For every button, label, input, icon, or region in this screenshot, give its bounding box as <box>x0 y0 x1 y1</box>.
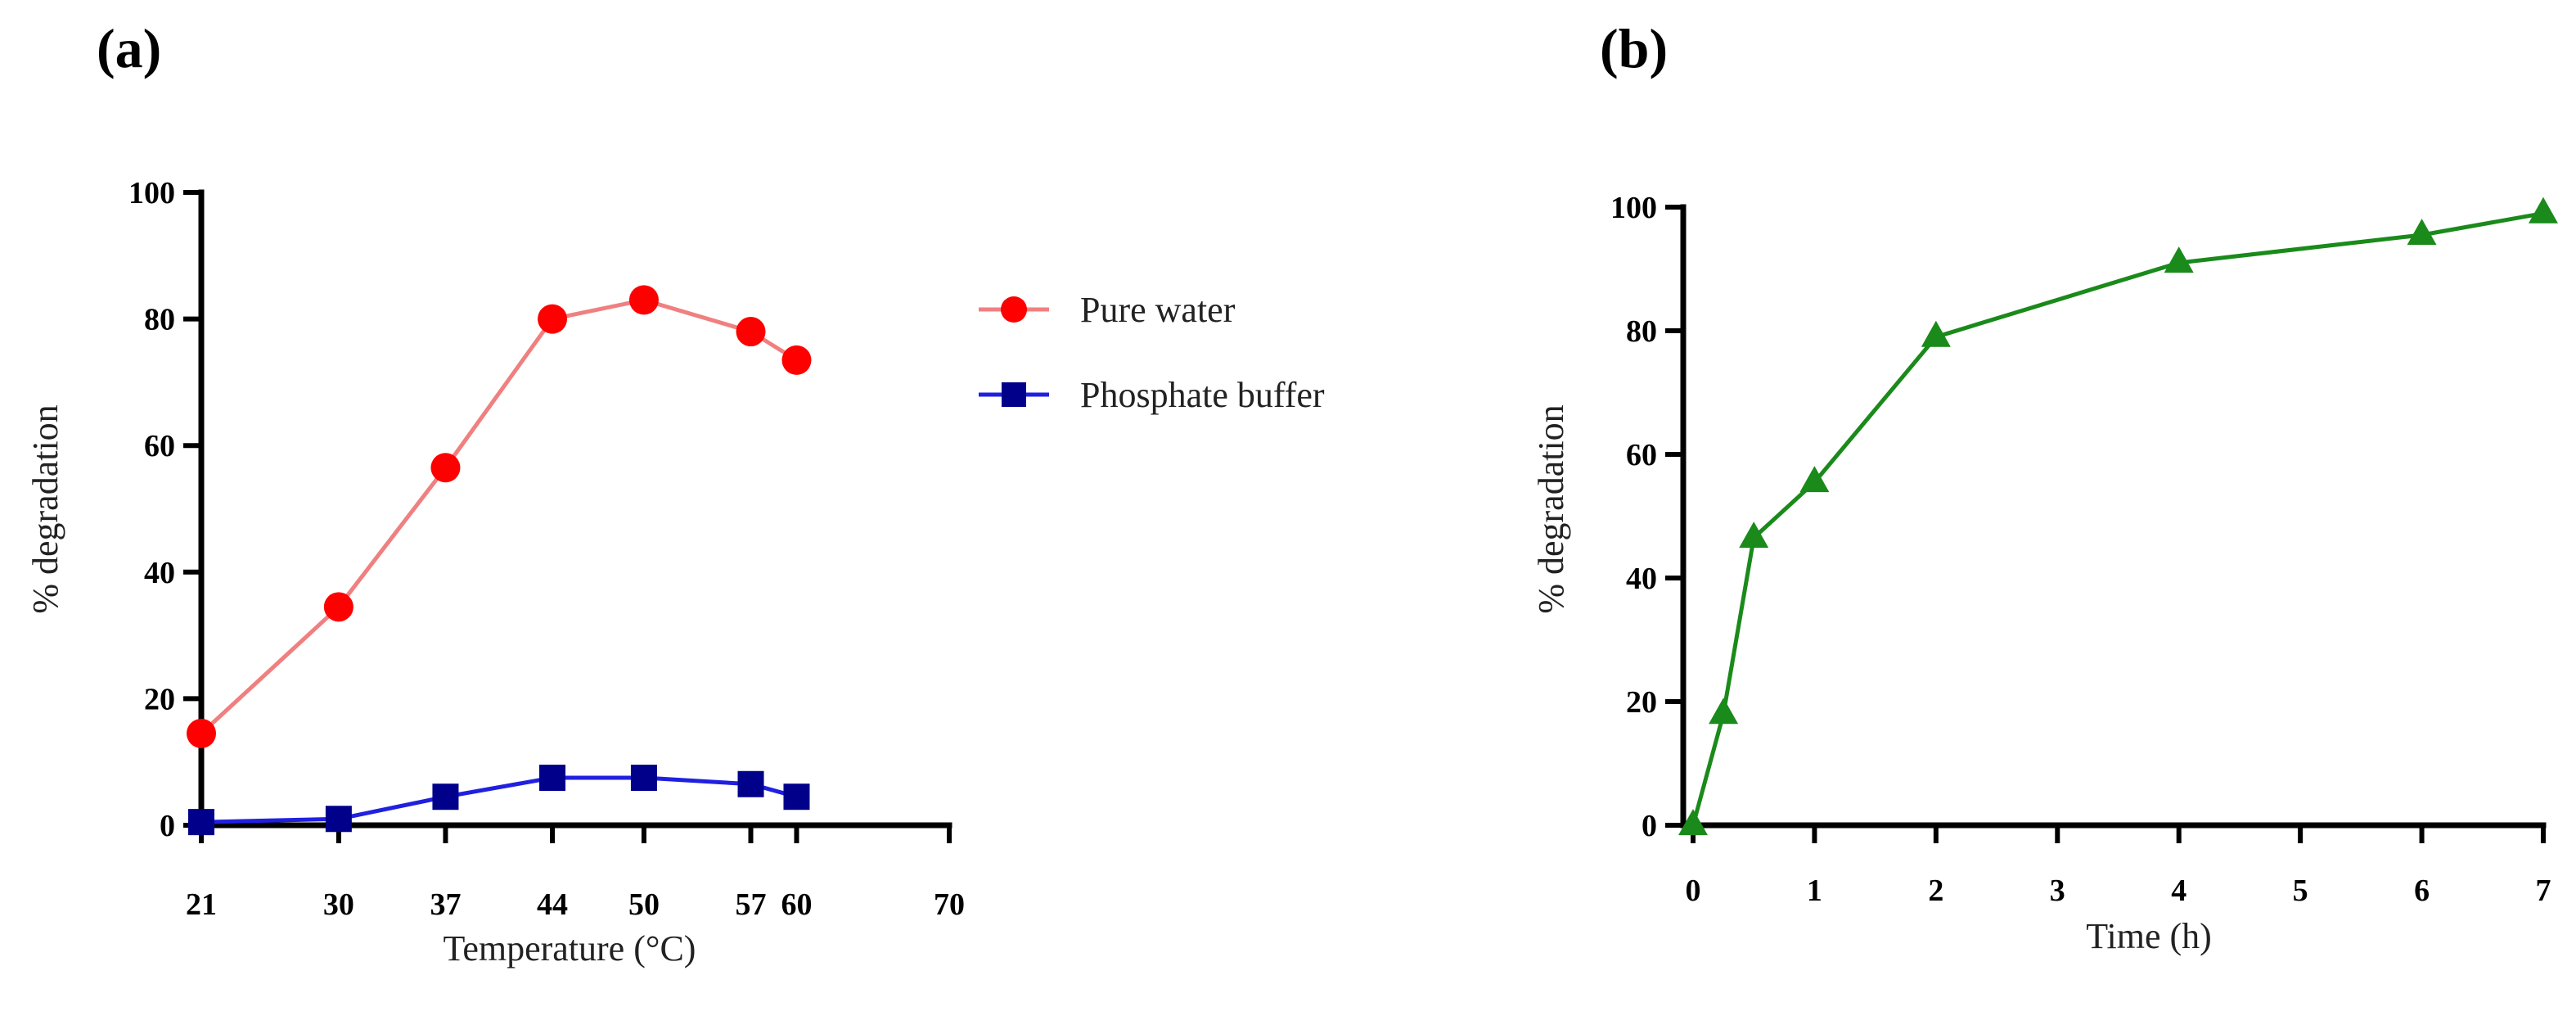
panel-b-ticks: 0 20 40 60 80 100 0 1 2 3 4 5 6 7 <box>1610 191 2551 908</box>
panel-b-x-tick-label: 3 <box>2050 874 2065 908</box>
data-point-phosphate-buffer <box>737 770 764 797</box>
panel-b-x-tick-label: 1 <box>1807 874 1822 908</box>
panel-b-x-tick-label: 4 <box>2171 874 2186 908</box>
panel-a-series <box>187 285 812 836</box>
data-point-pure-water <box>781 345 812 375</box>
panel-a-x-tick-label: 57 <box>736 887 767 922</box>
data-point-pure-water <box>736 317 766 347</box>
panel-b-x-tick-label: 2 <box>1928 874 1943 908</box>
panel-a-x-tick-label: 70 <box>934 887 965 922</box>
data-point-pure-water <box>323 592 354 622</box>
panel-a-x-tick-label: 44 <box>537 887 568 922</box>
legend-pure-water-marker <box>1001 296 1027 323</box>
panel-a-y-tick-label: 40 <box>144 556 175 590</box>
data-point-pure-water <box>430 453 461 483</box>
panel-b-y-tick-label: 0 <box>1642 809 1657 843</box>
data-point-degradation <box>1799 466 1830 493</box>
panel-a-y-tick-label: 20 <box>144 682 175 716</box>
data-point-phosphate-buffer <box>325 806 352 833</box>
data-point-degradation <box>1921 320 1951 347</box>
panel-a-label: (a) <box>97 17 161 79</box>
panel-a-y-tick-label: 60 <box>144 429 175 463</box>
panel-a-x-tick-label: 30 <box>323 887 354 922</box>
data-point-phosphate-buffer <box>630 765 657 792</box>
legend-phosphate-buffer-marker <box>1002 382 1026 407</box>
data-point-degradation <box>1739 522 1769 549</box>
series-line-pure-water <box>200 297 798 735</box>
data-point-pure-water <box>628 285 659 315</box>
data-point-degradation <box>1709 698 1739 725</box>
panel-a-axes <box>198 189 952 829</box>
panel-a-y-tick-label: 100 <box>128 176 175 210</box>
panel-b-axes <box>1680 204 2547 829</box>
legend-pure-water-label: Pure water <box>1080 290 1236 330</box>
panel-b-x-tick-label: 7 <box>2536 874 2551 908</box>
panel-a-x-tick-label: 50 <box>628 887 660 922</box>
panel-b-x-tick-label: 5 <box>2293 874 2308 908</box>
data-point-degradation <box>1678 809 1708 836</box>
data-point-pure-water <box>187 718 216 748</box>
panel-b-y-tick-label: 40 <box>1626 562 1657 596</box>
panel-b-label: (b) <box>1600 17 1668 79</box>
data-point-degradation <box>2529 196 2558 224</box>
data-point-phosphate-buffer <box>539 765 566 792</box>
series-line-phosphate-buffer <box>200 775 798 824</box>
data-point-degradation <box>2164 246 2194 273</box>
panel-b-y-tick-label: 100 <box>1610 191 1657 225</box>
series-line-degradation <box>1691 211 2544 826</box>
panel-b-x-tick-label: 6 <box>2414 874 2430 908</box>
data-point-phosphate-buffer <box>783 783 810 811</box>
panel-a-x-tick-label: 60 <box>781 887 812 922</box>
panel-a-y-tick-label: 0 <box>160 809 175 843</box>
panel-a-chart: (a) 0 20 40 60 80 100 21 30 37 44 50 57 60 70 Tempera… <box>25 17 1325 969</box>
panel-b-x-tick-label: 0 <box>1686 874 1701 908</box>
panel-a-x-tick-label: 37 <box>430 887 461 922</box>
panel-b-y-axis-title: % degradation <box>1531 404 1571 613</box>
panel-b-y-tick-label: 60 <box>1626 438 1657 472</box>
panel-b-series <box>1678 196 2558 836</box>
legend-phosphate-buffer-label: Phosphate buffer <box>1080 375 1325 415</box>
panel-b-chart: (b) 0 20 40 60 80 100 0 1 2 3 4 5 6 7 Time (h) % degr… <box>1531 17 2558 956</box>
data-point-degradation <box>2407 219 2437 246</box>
panel-a-y-tick-label: 80 <box>144 303 175 337</box>
data-point-phosphate-buffer <box>188 809 214 836</box>
panel-a-ticks: 0 20 40 60 80 100 21 30 37 44 50 57 60 70 <box>128 176 965 922</box>
panel-a-y-axis-title: % degradation <box>25 404 65 613</box>
panel-a-x-axis-title: Temperature (°C) <box>444 928 696 969</box>
panel-b-x-axis-title: Time (h) <box>2086 916 2212 956</box>
panel-a-legend: Pure water Phosphate buffer <box>979 290 1325 415</box>
panel-a-x-tick-label: 21 <box>186 887 217 922</box>
panel-b-y-tick-label: 80 <box>1626 314 1657 349</box>
data-point-pure-water <box>538 304 568 334</box>
data-point-phosphate-buffer <box>432 783 459 811</box>
panel-b-y-tick-label: 20 <box>1626 685 1657 720</box>
